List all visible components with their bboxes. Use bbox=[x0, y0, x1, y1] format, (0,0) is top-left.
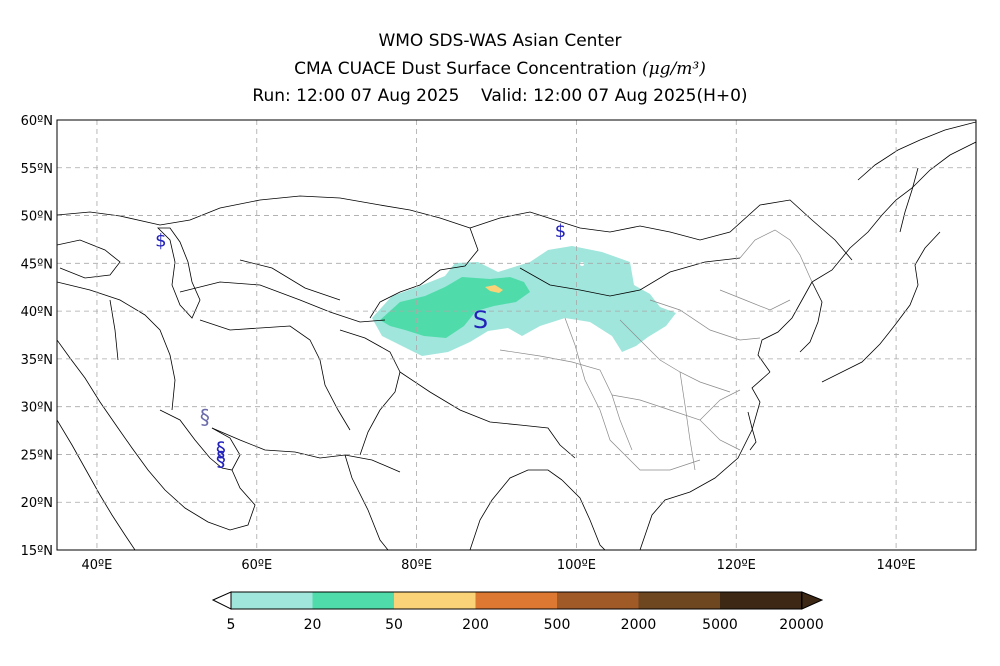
lat-tick-label: 40ºN bbox=[21, 305, 53, 320]
coast-taiwan bbox=[747, 411, 757, 451]
lat-tick-label: 50ºN bbox=[21, 210, 53, 225]
dust-symbol: § bbox=[216, 447, 226, 471]
lon-tick-label: 40ºE bbox=[82, 558, 113, 573]
map-area: $ $ S §§§ bbox=[57, 120, 976, 550]
province-border-8 bbox=[719, 289, 791, 311]
title-line-1: WMO SDS-WAS Asian Center bbox=[378, 31, 622, 51]
lat-tick-label: 45ºN bbox=[21, 257, 53, 272]
lat-tick-label: 20ºN bbox=[21, 496, 53, 511]
title-unit: (μg/m³) bbox=[642, 59, 706, 79]
coast-iran-south bbox=[211, 427, 401, 473]
coast-korea bbox=[799, 281, 823, 353]
lat-tick-label: 30ºN bbox=[21, 401, 53, 416]
province-border-7 bbox=[739, 229, 813, 283]
province-border-9 bbox=[611, 389, 741, 421]
title-line-2: CMA CUACE Dust Surface Concentration (μg… bbox=[0, 59, 1000, 79]
lon-tick-label: 120ºE bbox=[717, 558, 756, 573]
border-arabia-west bbox=[57, 339, 256, 531]
province-border-6 bbox=[679, 371, 696, 471]
colorbar: 5 20 50 200 500 2000 5000 20000 bbox=[211, 591, 824, 633]
colorbar-label: 2000 bbox=[621, 617, 657, 633]
lat-tick-label: 35ºN bbox=[21, 353, 53, 368]
border-iran-afghanistan bbox=[199, 319, 351, 431]
province-border-2 bbox=[564, 317, 701, 471]
map-frame bbox=[56, 119, 977, 551]
border-china-central-asia bbox=[369, 227, 479, 319]
colorbar-box bbox=[557, 592, 639, 609]
coast-red-sea bbox=[57, 419, 136, 550]
coast-india-west bbox=[344, 454, 389, 550]
colorbar-labels: 5 20 50 200 500 2000 5000 20000 bbox=[227, 617, 824, 633]
colorbar-label: 5 bbox=[227, 617, 236, 633]
dust-contour-50-200 bbox=[485, 285, 503, 293]
colorbar-box bbox=[394, 592, 476, 609]
dust-symbol: $ bbox=[155, 230, 166, 251]
caspian-sea bbox=[157, 227, 201, 319]
coast-persian-gulf bbox=[159, 409, 241, 471]
coast-sakhalin bbox=[899, 167, 919, 233]
dust-symbol: § bbox=[200, 405, 210, 429]
colorbar-arrow-low bbox=[211, 591, 232, 610]
border-pakistan-india bbox=[339, 329, 401, 456]
lat-tick-label: 55ºN bbox=[21, 162, 53, 177]
lat-tick-label: 15ºN bbox=[21, 544, 53, 559]
colorbar-box bbox=[720, 592, 802, 609]
colorbar-arrow-high bbox=[801, 591, 824, 610]
dust-symbol: § bbox=[216, 438, 226, 462]
lon-tick-label: 60ºE bbox=[241, 558, 272, 573]
lon-tick-label: 80ºE bbox=[401, 558, 432, 573]
clear-spot bbox=[580, 262, 584, 266]
province-border-5 bbox=[639, 399, 741, 451]
dust-contour-20-50 bbox=[380, 277, 530, 338]
border-russia-kazakhstan bbox=[57, 195, 471, 229]
coastlines-and-borders bbox=[57, 121, 976, 550]
coast-russia-east bbox=[811, 141, 976, 283]
province-border-4 bbox=[649, 299, 761, 341]
lat-tick-label: 25ºN bbox=[21, 448, 53, 463]
title-product: CMA CUACE Dust Surface Concentration bbox=[294, 59, 637, 79]
colorbar-label: 20 bbox=[304, 617, 322, 633]
longitude-ticks: 40ºE 60ºE 80ºE 100ºE 120ºE 140ºE bbox=[82, 558, 916, 573]
coast-india-east bbox=[469, 469, 563, 550]
coast-china-north bbox=[757, 281, 813, 373]
border-middle-east bbox=[57, 281, 176, 411]
title-line-3: Run: 12:00 07 Aug 2025 Valid: 12:00 07 A… bbox=[252, 86, 748, 106]
coast-japan bbox=[821, 231, 941, 383]
border-himalaya bbox=[399, 371, 576, 459]
province-border-1 bbox=[499, 349, 633, 451]
lon-tick-label: 100ºE bbox=[557, 558, 596, 573]
colorbar-box bbox=[638, 592, 720, 609]
dust-symbol: S bbox=[473, 306, 488, 334]
china-provincial-borders bbox=[499, 229, 813, 471]
colorbar-label: 500 bbox=[544, 617, 571, 633]
gridlines bbox=[57, 120, 976, 550]
colorbar-label: 200 bbox=[462, 617, 489, 633]
colorbar-box bbox=[475, 592, 557, 609]
border-black-sea bbox=[57, 239, 121, 279]
colorbar-label: 50 bbox=[385, 617, 403, 633]
dust-concentration-shading bbox=[372, 246, 676, 356]
border-russia-mongolia bbox=[469, 199, 853, 261]
latitude-ticks: 60ºN 55ºN 50ºN 45ºN 40ºN 35ºN 30ºN 25ºN 20ºN 15ºN bbox=[21, 114, 53, 559]
coast-southeast-asia bbox=[561, 371, 771, 550]
province-border-3 bbox=[619, 319, 731, 393]
lat-tick-label: 60ºN bbox=[21, 114, 53, 129]
coast-okhotsk bbox=[857, 121, 976, 181]
dust-weather-symbols: $ $ S §§§ bbox=[155, 221, 566, 471]
colorbar-box bbox=[231, 592, 313, 609]
dust-symbol: $ bbox=[555, 221, 566, 242]
colorbar-label: 5000 bbox=[702, 617, 738, 633]
colorbar-boxes bbox=[230, 591, 802, 610]
colorbar-label: 20000 bbox=[779, 617, 824, 633]
border-central-asia bbox=[179, 259, 386, 323]
lon-tick-label: 140ºE bbox=[877, 558, 916, 573]
colorbar-box bbox=[312, 592, 394, 609]
